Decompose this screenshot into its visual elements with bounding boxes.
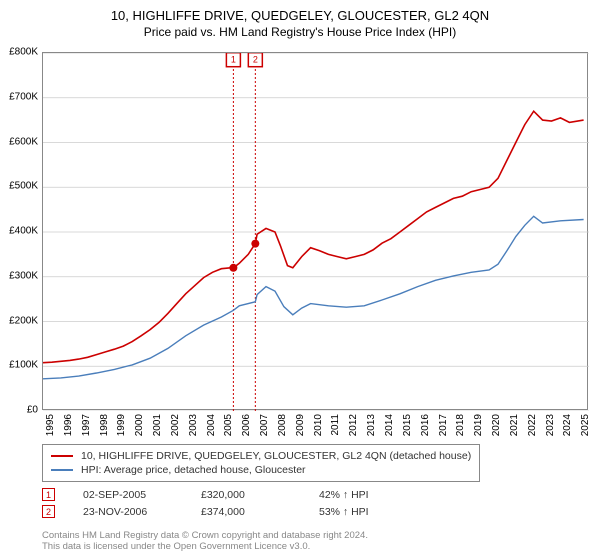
x-tick-label: 2013 bbox=[366, 414, 377, 436]
x-tick-label: 2001 bbox=[152, 414, 163, 436]
legend-item: HPI: Average price, detached house, Glou… bbox=[51, 463, 471, 477]
annotation-marker: 1 bbox=[42, 488, 55, 501]
footer-line-2: This data is licensed under the Open Gov… bbox=[42, 541, 310, 552]
x-tick-label: 2000 bbox=[134, 414, 145, 436]
x-tick-label: 2019 bbox=[473, 414, 484, 436]
legend-label: HPI: Average price, detached house, Glou… bbox=[81, 464, 306, 476]
chart-title: 10, HIGHLIFFE DRIVE, QUEDGELEY, GLOUCEST… bbox=[0, 0, 600, 23]
chart-svg: 12 bbox=[43, 53, 589, 411]
chart-legend: 10, HIGHLIFFE DRIVE, QUEDGELEY, GLOUCEST… bbox=[42, 444, 480, 482]
y-tick-label: £0 bbox=[0, 405, 38, 416]
legend-item: 10, HIGHLIFFE DRIVE, QUEDGELEY, GLOUCEST… bbox=[51, 449, 471, 463]
annotation-date: 02-SEP-2005 bbox=[83, 489, 173, 501]
x-tick-label: 2017 bbox=[438, 414, 449, 436]
x-tick-label: 2015 bbox=[402, 414, 413, 436]
legend-label: 10, HIGHLIFFE DRIVE, QUEDGELEY, GLOUCEST… bbox=[81, 450, 471, 462]
x-tick-label: 2012 bbox=[348, 414, 359, 436]
x-tick-label: 2020 bbox=[491, 414, 502, 436]
x-tick-label: 2007 bbox=[259, 414, 270, 436]
x-tick-label: 2004 bbox=[206, 414, 217, 436]
x-tick-label: 2005 bbox=[223, 414, 234, 436]
x-tick-label: 2016 bbox=[420, 414, 431, 436]
annotation-price: £320,000 bbox=[201, 489, 291, 501]
x-tick-label: 2014 bbox=[384, 414, 395, 436]
x-tick-label: 2021 bbox=[509, 414, 520, 436]
x-tick-label: 1997 bbox=[81, 414, 92, 436]
annotation-delta: 53% ↑ HPI bbox=[319, 506, 409, 518]
annotation-date: 23-NOV-2006 bbox=[83, 506, 173, 518]
x-tick-label: 2022 bbox=[527, 414, 538, 436]
annotation-marker: 2 bbox=[42, 505, 55, 518]
y-tick-label: £100K bbox=[0, 360, 38, 371]
y-tick-label: £700K bbox=[0, 91, 38, 102]
x-tick-label: 2010 bbox=[313, 414, 324, 436]
x-tick-label: 2003 bbox=[188, 414, 199, 436]
x-tick-label: 1998 bbox=[99, 414, 110, 436]
legend-swatch bbox=[51, 469, 73, 471]
x-tick-label: 2006 bbox=[241, 414, 252, 436]
chart-plot-area: 12 bbox=[42, 52, 588, 410]
x-tick-label: 2023 bbox=[545, 414, 556, 436]
legend-swatch bbox=[51, 455, 73, 457]
series-line bbox=[43, 111, 584, 363]
svg-text:1: 1 bbox=[231, 55, 236, 65]
x-tick-label: 2024 bbox=[562, 414, 573, 436]
annotation-delta: 42% ↑ HPI bbox=[319, 489, 409, 501]
y-tick-label: £400K bbox=[0, 226, 38, 237]
annotation-price: £374,000 bbox=[201, 506, 291, 518]
annotation-row: 1 02-SEP-2005 £320,000 42% ↑ HPI bbox=[42, 486, 409, 503]
y-tick-label: £300K bbox=[0, 270, 38, 281]
chart-subtitle: Price paid vs. HM Land Registry's House … bbox=[0, 23, 600, 39]
x-tick-label: 2018 bbox=[455, 414, 466, 436]
x-tick-label: 1999 bbox=[116, 414, 127, 436]
x-tick-label: 2025 bbox=[580, 414, 591, 436]
footer-attribution: Contains HM Land Registry data © Crown c… bbox=[42, 530, 368, 553]
x-tick-label: 2009 bbox=[295, 414, 306, 436]
svg-text:2: 2 bbox=[253, 55, 258, 65]
x-tick-label: 1995 bbox=[45, 414, 56, 436]
x-tick-label: 1996 bbox=[63, 414, 74, 436]
y-tick-label: £500K bbox=[0, 181, 38, 192]
y-tick-label: £200K bbox=[0, 315, 38, 326]
series-line bbox=[43, 216, 584, 378]
footer-line-1: Contains HM Land Registry data © Crown c… bbox=[42, 530, 368, 541]
annotation-row: 2 23-NOV-2006 £374,000 53% ↑ HPI bbox=[42, 503, 409, 520]
x-tick-label: 2002 bbox=[170, 414, 181, 436]
y-tick-label: £800K bbox=[0, 47, 38, 58]
x-tick-label: 2008 bbox=[277, 414, 288, 436]
sale-annotations: 1 02-SEP-2005 £320,000 42% ↑ HPI 2 23-NOV-200… bbox=[42, 486, 409, 520]
y-tick-label: £600K bbox=[0, 136, 38, 147]
x-tick-label: 2011 bbox=[330, 414, 341, 436]
